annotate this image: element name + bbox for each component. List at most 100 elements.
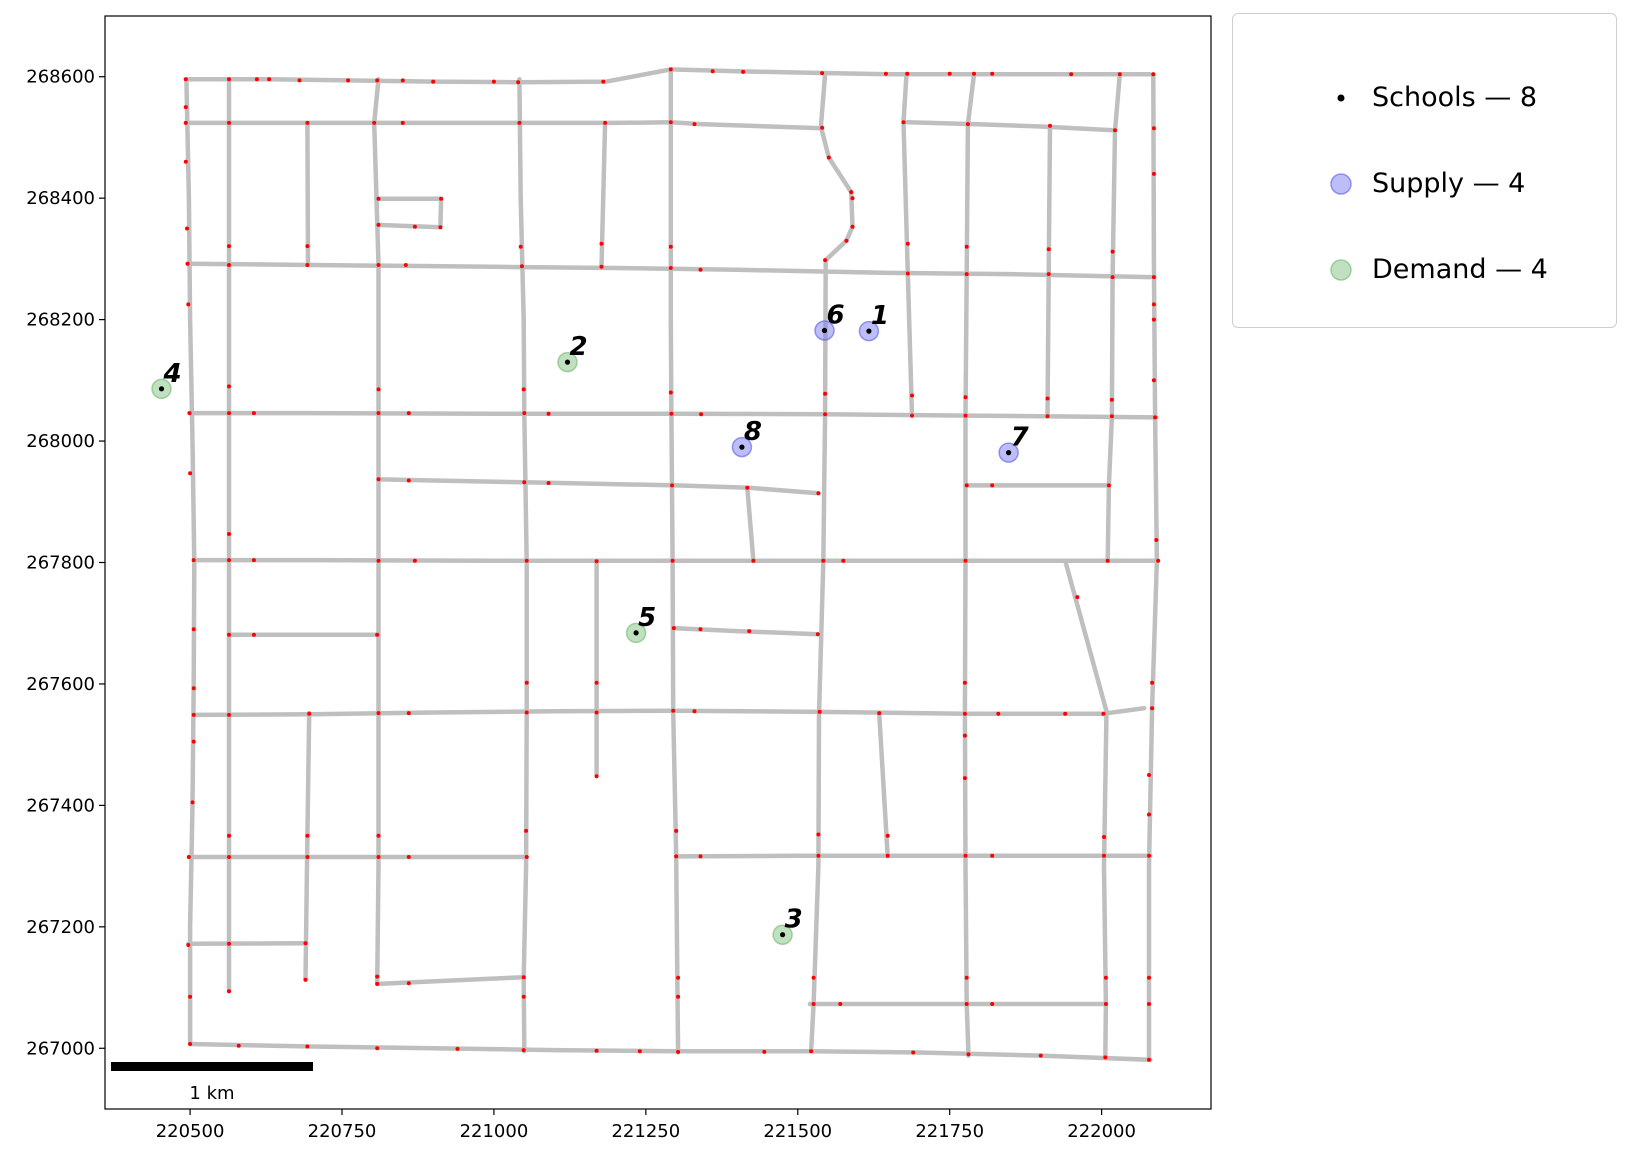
- network-node: [1147, 812, 1151, 817]
- network-node: [376, 711, 381, 716]
- x-axis: 220500 220750 221000 221250 221500 221750 2220…: [156, 1109, 1136, 1142]
- network-node: [1151, 275, 1156, 280]
- school-point: [866, 328, 872, 334]
- network-node: [546, 411, 551, 416]
- network-node: [376, 833, 381, 838]
- blue-circle-icon: [1330, 173, 1352, 195]
- network-node: [964, 975, 969, 980]
- schools-layer: 1 2 3 4 5 6 7 8: [151, 301, 1030, 945]
- street-segment: [904, 120, 1117, 133]
- network-node: [1103, 1002, 1108, 1006]
- network-node: [375, 632, 380, 637]
- network-node: [519, 264, 524, 269]
- network-node: [699, 412, 704, 417]
- network-node: [809, 1049, 814, 1054]
- network-node: [1147, 1057, 1151, 1062]
- network-node: [305, 244, 310, 249]
- school-point: [739, 444, 745, 450]
- network-node: [522, 411, 527, 416]
- network-node: [1103, 975, 1108, 980]
- network-node: [1151, 378, 1156, 383]
- network-node: [747, 629, 752, 634]
- network-node: [227, 989, 231, 994]
- network-node: [911, 1050, 916, 1055]
- network-node: [1147, 975, 1151, 980]
- network-node: [375, 974, 380, 979]
- network-node: [305, 855, 310, 859]
- network-node: [877, 711, 882, 716]
- network-node: [1151, 302, 1156, 307]
- network-node: [188, 471, 193, 476]
- street-segment: [1045, 123, 1053, 418]
- y-tick-label: 268200: [26, 310, 95, 331]
- x-tick-label: 221500: [763, 1121, 832, 1142]
- network-node: [883, 71, 888, 76]
- network-node: [227, 855, 231, 859]
- network-node: [254, 77, 259, 82]
- network-node: [670, 483, 674, 488]
- y-tick-label: 268600: [26, 67, 95, 88]
- school-point: [1006, 450, 1012, 456]
- network-node: [518, 244, 523, 249]
- network-node: [524, 680, 529, 685]
- network-node: [191, 627, 196, 632]
- network-node: [491, 79, 496, 84]
- scale-bar-label: 1 km: [189, 1083, 234, 1104]
- network-node: [820, 71, 825, 76]
- network-node: [305, 1044, 310, 1049]
- school-label: 4: [163, 359, 182, 389]
- network-node: [227, 632, 231, 637]
- network-node: [816, 853, 821, 858]
- network-node: [521, 994, 526, 999]
- network-node: [251, 558, 256, 563]
- network-node: [1151, 317, 1156, 322]
- network-node: [376, 855, 381, 859]
- network-node: [227, 384, 231, 389]
- network-node: [963, 395, 968, 400]
- network-node: [815, 632, 820, 637]
- network-node: [346, 78, 351, 83]
- network-node: [455, 1046, 460, 1051]
- network-node: [307, 711, 312, 716]
- x-tick-label: 220750: [308, 1121, 377, 1142]
- network-node: [1101, 711, 1106, 716]
- network-node: [964, 483, 969, 488]
- network-node: [1150, 706, 1155, 711]
- network-node: [910, 413, 914, 418]
- network-node: [191, 739, 196, 744]
- school-label: 5: [638, 603, 656, 633]
- network-node: [668, 266, 673, 270]
- network-node: [1156, 558, 1161, 563]
- school-label: 6: [827, 301, 845, 331]
- network-node: [990, 1002, 995, 1006]
- network-node: [885, 833, 890, 838]
- street-segment: [376, 477, 821, 496]
- network-node: [412, 224, 417, 229]
- street-segment: [745, 485, 756, 563]
- network-node: [594, 559, 599, 564]
- network-node: [1103, 1055, 1108, 1060]
- network-node: [823, 412, 828, 417]
- network-node: [439, 196, 444, 201]
- network-node: [546, 481, 551, 485]
- network-node: [267, 77, 272, 82]
- network-node: [905, 241, 910, 246]
- network-node: [990, 71, 995, 76]
- street-segment: [191, 557, 1161, 563]
- network-node: [1147, 773, 1151, 777]
- street-segment: [901, 72, 915, 418]
- network-node: [965, 122, 970, 127]
- legend-label-schools: Schools — 8: [1372, 82, 1538, 113]
- school-label: 2: [570, 332, 588, 362]
- network-nodes: [183, 67, 1161, 1062]
- x-tick-label: 221000: [460, 1121, 529, 1142]
- y-tick-label: 267600: [26, 674, 95, 695]
- network-node: [227, 263, 231, 267]
- network-node: [669, 411, 674, 416]
- network-node: [849, 190, 854, 195]
- school-label: 8: [744, 417, 762, 447]
- network-node: [745, 485, 750, 490]
- network-node: [1045, 396, 1050, 401]
- network-node: [905, 271, 910, 276]
- street-segment: [191, 705, 1147, 718]
